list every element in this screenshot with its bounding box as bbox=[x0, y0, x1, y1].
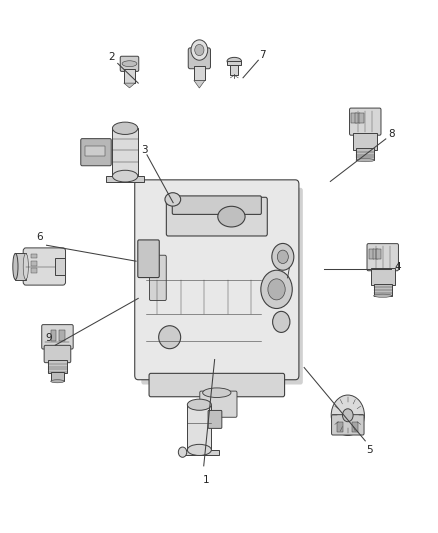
Ellipse shape bbox=[13, 253, 18, 280]
Bar bbox=[124, 69, 135, 83]
Ellipse shape bbox=[159, 326, 180, 349]
Polygon shape bbox=[124, 83, 135, 88]
Bar bbox=[187, 405, 212, 450]
Ellipse shape bbox=[187, 399, 212, 410]
Bar bbox=[15, 253, 26, 280]
FancyBboxPatch shape bbox=[141, 188, 303, 384]
Circle shape bbox=[272, 244, 294, 270]
Bar bbox=[32, 261, 37, 266]
FancyBboxPatch shape bbox=[120, 56, 139, 71]
Ellipse shape bbox=[165, 193, 180, 206]
Circle shape bbox=[268, 279, 285, 300]
FancyBboxPatch shape bbox=[367, 244, 399, 271]
Circle shape bbox=[272, 311, 290, 333]
Bar bbox=[56, 258, 65, 275]
Bar bbox=[373, 249, 378, 259]
Bar bbox=[227, 61, 241, 65]
Bar bbox=[32, 268, 37, 273]
Text: 2: 2 bbox=[109, 52, 115, 61]
Polygon shape bbox=[194, 80, 205, 88]
Ellipse shape bbox=[122, 61, 137, 67]
FancyBboxPatch shape bbox=[200, 391, 237, 417]
Circle shape bbox=[343, 409, 353, 422]
FancyBboxPatch shape bbox=[166, 197, 267, 236]
Ellipse shape bbox=[113, 170, 138, 182]
FancyBboxPatch shape bbox=[149, 373, 285, 397]
Ellipse shape bbox=[51, 379, 64, 383]
FancyBboxPatch shape bbox=[149, 255, 166, 301]
Bar bbox=[85, 147, 105, 156]
Text: 9: 9 bbox=[46, 333, 52, 343]
Ellipse shape bbox=[203, 388, 231, 398]
FancyBboxPatch shape bbox=[350, 108, 381, 135]
Bar bbox=[352, 422, 358, 432]
Text: 5: 5 bbox=[366, 445, 373, 455]
Bar bbox=[106, 176, 144, 182]
FancyBboxPatch shape bbox=[208, 410, 222, 429]
Circle shape bbox=[277, 250, 288, 263]
Bar bbox=[194, 66, 205, 80]
Text: 3: 3 bbox=[141, 144, 148, 155]
Bar bbox=[60, 330, 65, 341]
FancyBboxPatch shape bbox=[44, 345, 71, 362]
Bar bbox=[371, 268, 395, 285]
Bar bbox=[48, 360, 67, 373]
Bar bbox=[32, 254, 37, 259]
Ellipse shape bbox=[356, 159, 374, 162]
Ellipse shape bbox=[23, 253, 28, 280]
Ellipse shape bbox=[178, 447, 187, 457]
Text: 4: 4 bbox=[395, 262, 401, 271]
Text: 8: 8 bbox=[388, 128, 395, 139]
FancyBboxPatch shape bbox=[332, 415, 364, 435]
Bar bbox=[113, 128, 138, 176]
Ellipse shape bbox=[374, 294, 392, 297]
Ellipse shape bbox=[218, 206, 245, 227]
Bar bbox=[351, 114, 357, 123]
Text: 1: 1 bbox=[203, 475, 209, 485]
Ellipse shape bbox=[187, 445, 212, 456]
FancyBboxPatch shape bbox=[135, 180, 299, 379]
Bar bbox=[51, 372, 64, 381]
FancyBboxPatch shape bbox=[23, 248, 66, 285]
Text: 6: 6 bbox=[37, 232, 43, 243]
Circle shape bbox=[195, 44, 204, 55]
Bar bbox=[359, 114, 364, 123]
Bar bbox=[353, 133, 377, 150]
Ellipse shape bbox=[227, 58, 241, 65]
FancyBboxPatch shape bbox=[138, 240, 159, 278]
Circle shape bbox=[331, 395, 364, 435]
Bar bbox=[376, 249, 381, 259]
Bar bbox=[337, 422, 343, 432]
Text: 7: 7 bbox=[259, 50, 266, 60]
Bar bbox=[355, 114, 360, 123]
Bar bbox=[356, 149, 374, 160]
FancyBboxPatch shape bbox=[42, 325, 73, 349]
Bar bbox=[230, 64, 238, 75]
Bar bbox=[51, 330, 56, 341]
Circle shape bbox=[261, 270, 292, 309]
FancyBboxPatch shape bbox=[81, 139, 111, 166]
FancyBboxPatch shape bbox=[188, 48, 211, 69]
FancyBboxPatch shape bbox=[172, 196, 261, 214]
Bar bbox=[180, 450, 219, 455]
Bar bbox=[374, 284, 392, 296]
Circle shape bbox=[191, 40, 208, 60]
Bar bbox=[369, 249, 374, 259]
Ellipse shape bbox=[113, 122, 138, 134]
